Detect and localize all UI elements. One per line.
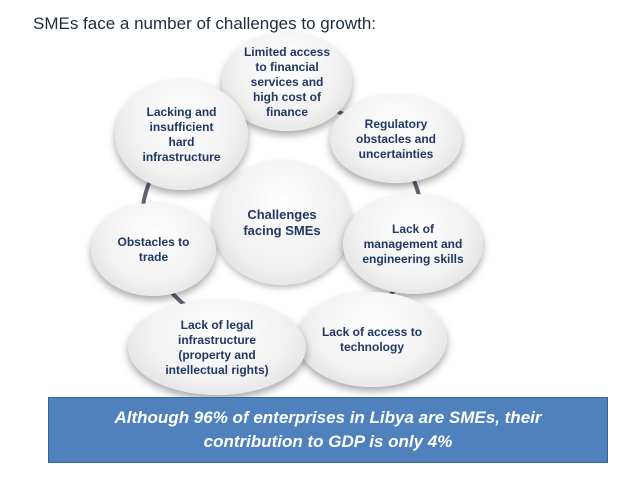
slide-title: SMEs face a number of challenges to grow…	[33, 14, 377, 33]
node-technology: Lack of access to technology	[297, 292, 447, 387]
node-legal: Lack of legal infrastructure (property a…	[128, 300, 306, 395]
summary-banner-text: Although 96% of enterprises in Libya are…	[114, 408, 542, 451]
node-finance: Limited access to financial services and…	[222, 33, 352, 131]
node-management-label: Lack of management and engineering skill…	[362, 221, 464, 266]
node-trade-label: Obstacles to trade	[117, 234, 190, 264]
node-infrastructure: Lacking and insufficient hard infrastruc…	[115, 80, 248, 190]
node-management: Lack of management and engineering skill…	[343, 194, 483, 294]
summary-banner: Although 96% of enterprises in Libya are…	[48, 397, 608, 463]
node-infrastructure-label: Lacking and insufficient hard infrastruc…	[142, 105, 221, 164]
node-regulatory: Regulatory obstacles and uncertainties	[330, 95, 462, 183]
center-node: Challenges facing SMEs	[212, 160, 352, 285]
node-regulatory-label: Regulatory obstacles and uncertainties	[355, 116, 437, 161]
center-label: Challenges facing SMEs	[243, 206, 321, 238]
node-finance-label: Limited access to financial services and…	[243, 44, 331, 119]
node-technology-label: Lack of access to technology	[321, 324, 423, 354]
node-legal-label: Lack of legal infrastructure (property a…	[165, 317, 269, 377]
node-trade: Obstacles to trade	[91, 203, 216, 296]
